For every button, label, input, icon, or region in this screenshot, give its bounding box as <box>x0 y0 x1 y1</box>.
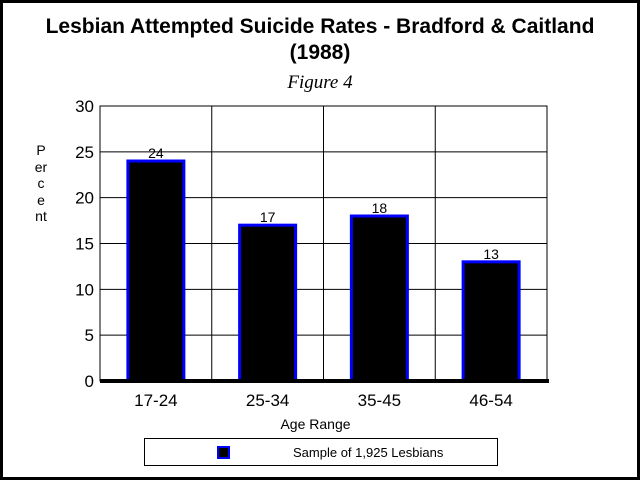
data-label-46-54: 13 <box>483 246 499 262</box>
y-tick-label-30: 30 <box>75 97 94 116</box>
legend-swatch <box>217 446 230 459</box>
y-tick-label-15: 15 <box>75 235 94 254</box>
bar-46-54 <box>461 260 521 383</box>
y-axis-label: Percent <box>34 142 48 224</box>
data-label-17-24: 24 <box>148 145 164 161</box>
x-axis-label: Age Range <box>280 416 350 432</box>
x-tick-label-17-24: 17-24 <box>134 391 177 410</box>
chart-title-line-1: Lesbian Attempted Suicide Rates - Bradfo… <box>45 15 595 38</box>
y-tick-label-25: 25 <box>75 143 94 162</box>
x-tick-label-35-45: 35-45 <box>358 391 401 410</box>
x-tick-label-46-54: 46-54 <box>469 391 512 410</box>
legend-label: Sample of 1,925 Lesbians <box>293 445 444 460</box>
y-tick-label-10: 10 <box>75 280 94 299</box>
x-tick-label-25-34: 25-34 <box>246 391 289 410</box>
y-tick-label-20: 20 <box>75 189 94 208</box>
chart-title: Lesbian Attempted Suicide Rates - Bradfo… <box>0 14 640 66</box>
bar-25-34 <box>238 223 298 383</box>
data-label-25-34: 17 <box>260 209 276 225</box>
y-tick-label-5: 5 <box>85 326 94 345</box>
data-label-35-45: 18 <box>372 200 388 216</box>
y-tick-label-0: 0 <box>85 372 94 391</box>
bar-35-45 <box>349 214 409 383</box>
chart-title-line-2: (1988) <box>289 41 351 64</box>
bar-17-24 <box>126 159 186 383</box>
legend: Sample of 1,925 Lesbians <box>144 438 498 466</box>
chart-subtitle: Figure 4 <box>287 72 353 93</box>
